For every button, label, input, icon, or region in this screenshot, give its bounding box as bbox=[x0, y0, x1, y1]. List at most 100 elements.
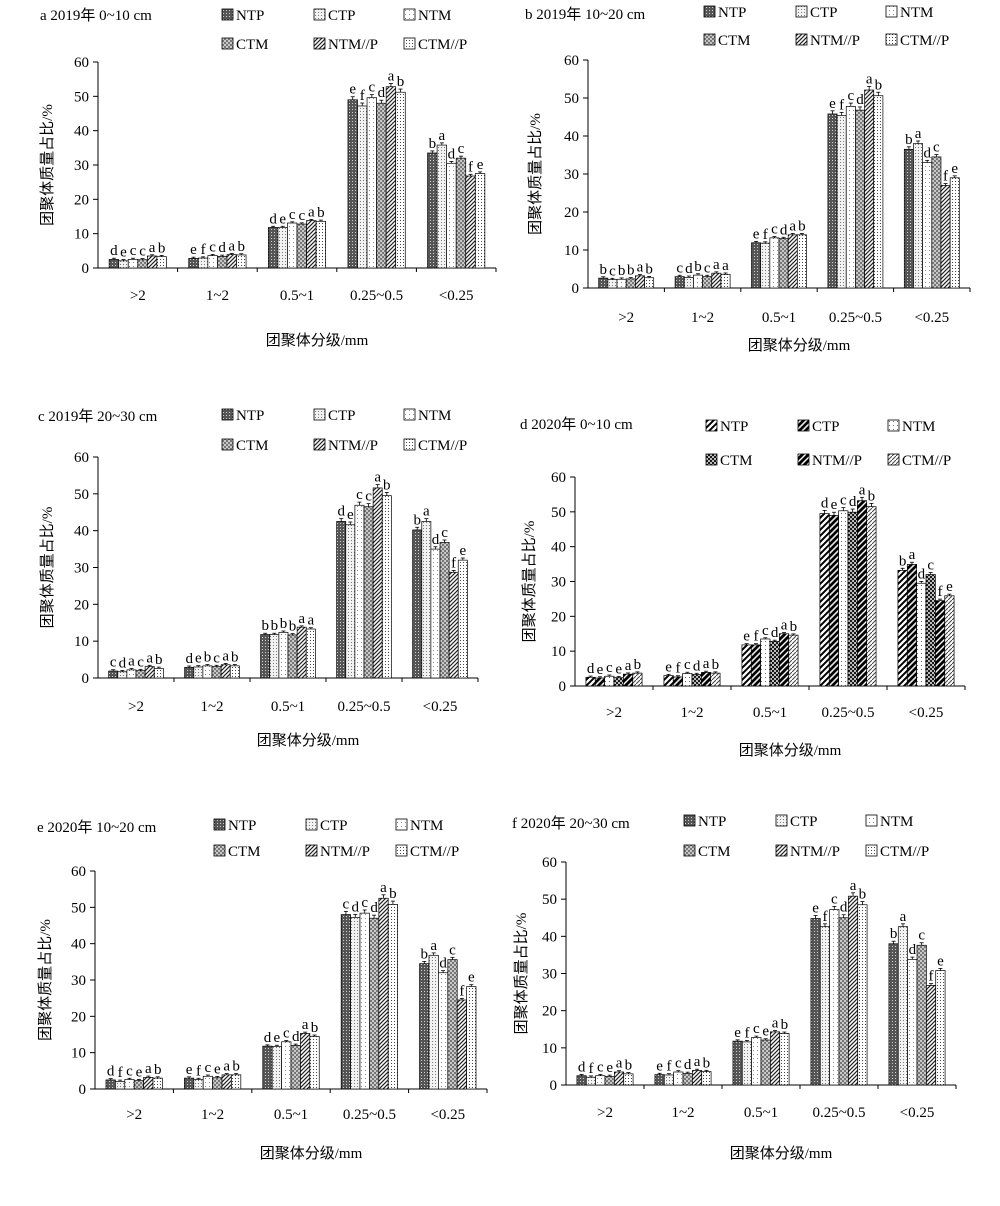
bar bbox=[828, 514, 839, 687]
significance-letter: d bbox=[432, 532, 440, 548]
significance-letter: b bbox=[204, 650, 212, 666]
legend-swatch bbox=[775, 814, 788, 827]
bar bbox=[340, 914, 351, 1090]
legend-label: CTM//P bbox=[880, 844, 929, 860]
x-tick-label: >2 bbox=[130, 288, 146, 304]
bar bbox=[387, 904, 398, 1090]
chart-panel-c: c 2019年 20~30 cm NTP CTP NTM CTM NTM//P CTM//P… bbox=[38, 408, 479, 749]
x-tick-label: 1~2 bbox=[200, 699, 223, 715]
significance-letter: d bbox=[378, 85, 386, 101]
bar bbox=[376, 102, 387, 269]
significance-letter: a bbox=[616, 1056, 623, 1072]
legend-swatch bbox=[221, 8, 234, 21]
bar bbox=[456, 999, 467, 1090]
significance-letter: c bbox=[283, 1025, 290, 1041]
legend-swatch bbox=[797, 419, 810, 432]
legend-swatch bbox=[221, 438, 234, 451]
significance-letter: a bbox=[900, 909, 907, 925]
significance-letter: b bbox=[271, 618, 279, 634]
significance-letter: c bbox=[831, 891, 838, 907]
bar bbox=[693, 274, 703, 289]
y-axis-label: 团聚体质量占比/% bbox=[37, 919, 54, 1041]
x-axis-label: 团聚体分级/mm bbox=[739, 742, 842, 759]
legend-swatch bbox=[403, 8, 416, 21]
significance-letter: c bbox=[137, 654, 144, 670]
legend-label: CTM//P bbox=[410, 844, 459, 860]
bar bbox=[720, 273, 731, 289]
significance-letter: e bbox=[946, 579, 953, 595]
significance-letter: e bbox=[937, 953, 944, 969]
bar bbox=[672, 676, 683, 687]
significance-letter: b bbox=[311, 1020, 319, 1036]
bar bbox=[788, 634, 799, 687]
significance-letter: b bbox=[712, 657, 720, 673]
significance-letter: d bbox=[918, 566, 926, 582]
y-tick-label: 10 bbox=[551, 644, 566, 660]
legend-label: CTM//P bbox=[418, 37, 467, 53]
legend-label: NTP bbox=[698, 814, 726, 830]
significance-letter: b bbox=[645, 261, 653, 277]
significance-letter: a bbox=[915, 126, 922, 142]
y-tick-label: 60 bbox=[551, 470, 566, 486]
x-tick-label: >2 bbox=[126, 1107, 142, 1123]
legend-label: NTP bbox=[236, 8, 264, 24]
y-tick-label: 10 bbox=[542, 1041, 557, 1057]
y-tick-label: 20 bbox=[564, 205, 579, 221]
legend-swatch bbox=[305, 844, 318, 857]
x-tick-label: >2 bbox=[618, 310, 634, 326]
significance-letter: e bbox=[951, 161, 958, 177]
legend-label: NTP bbox=[720, 419, 748, 435]
bar bbox=[866, 506, 877, 687]
x-tick-label: >2 bbox=[128, 699, 144, 715]
y-axis-label: 团聚体质量占比/% bbox=[513, 913, 530, 1035]
bar bbox=[702, 276, 713, 289]
bar bbox=[663, 675, 674, 687]
bar bbox=[220, 664, 231, 679]
bar bbox=[436, 144, 447, 269]
significance-letter: b bbox=[625, 1058, 633, 1074]
bar bbox=[598, 277, 609, 289]
y-tick-label: 30 bbox=[74, 561, 89, 577]
bar bbox=[281, 1041, 292, 1090]
bar bbox=[207, 255, 218, 269]
chart-title: a 2019年 0~10 cm bbox=[40, 7, 152, 24]
legend-label: CTP bbox=[328, 8, 356, 24]
significance-letter: f bbox=[451, 555, 456, 571]
legend-swatch bbox=[313, 8, 326, 21]
bar bbox=[741, 644, 752, 687]
bar bbox=[663, 1074, 674, 1086]
bar bbox=[674, 276, 685, 289]
x-tick-label: >2 bbox=[606, 705, 622, 721]
y-tick-label: 30 bbox=[564, 167, 579, 183]
significance-letter: b bbox=[231, 650, 239, 666]
bar bbox=[202, 665, 213, 679]
significance-letter: e bbox=[347, 507, 354, 523]
bar bbox=[105, 1079, 116, 1090]
significance-letter: c bbox=[130, 243, 137, 259]
x-tick-label: <0.25 bbox=[914, 310, 949, 326]
legend-swatch bbox=[705, 419, 718, 432]
legend-swatch bbox=[305, 818, 318, 831]
significance-letter: d bbox=[264, 1030, 272, 1046]
bar bbox=[770, 1031, 781, 1086]
significance-letter: c bbox=[139, 244, 146, 260]
significance-letter: b bbox=[781, 1017, 789, 1033]
significance-letter: e bbox=[279, 211, 286, 227]
bar bbox=[448, 571, 459, 679]
significance-letter: c bbox=[918, 928, 925, 944]
significance-letter: a bbox=[374, 470, 381, 486]
x-tick-label: 0.25~0.5 bbox=[812, 1105, 865, 1121]
bar bbox=[796, 234, 807, 289]
bar bbox=[819, 926, 830, 1086]
significance-letter: a bbox=[439, 128, 446, 144]
bar bbox=[888, 943, 899, 1086]
x-tick-label: >2 bbox=[597, 1105, 613, 1121]
significance-letter: c bbox=[449, 942, 456, 958]
significance-letter: a bbox=[298, 611, 305, 627]
significance-letter: e bbox=[597, 662, 604, 678]
legend-swatch bbox=[395, 844, 408, 857]
significance-letter: f bbox=[839, 97, 844, 113]
significance-letter: d bbox=[269, 211, 277, 227]
legend-label: CTP bbox=[812, 419, 840, 435]
y-tick-label: 60 bbox=[564, 53, 579, 69]
